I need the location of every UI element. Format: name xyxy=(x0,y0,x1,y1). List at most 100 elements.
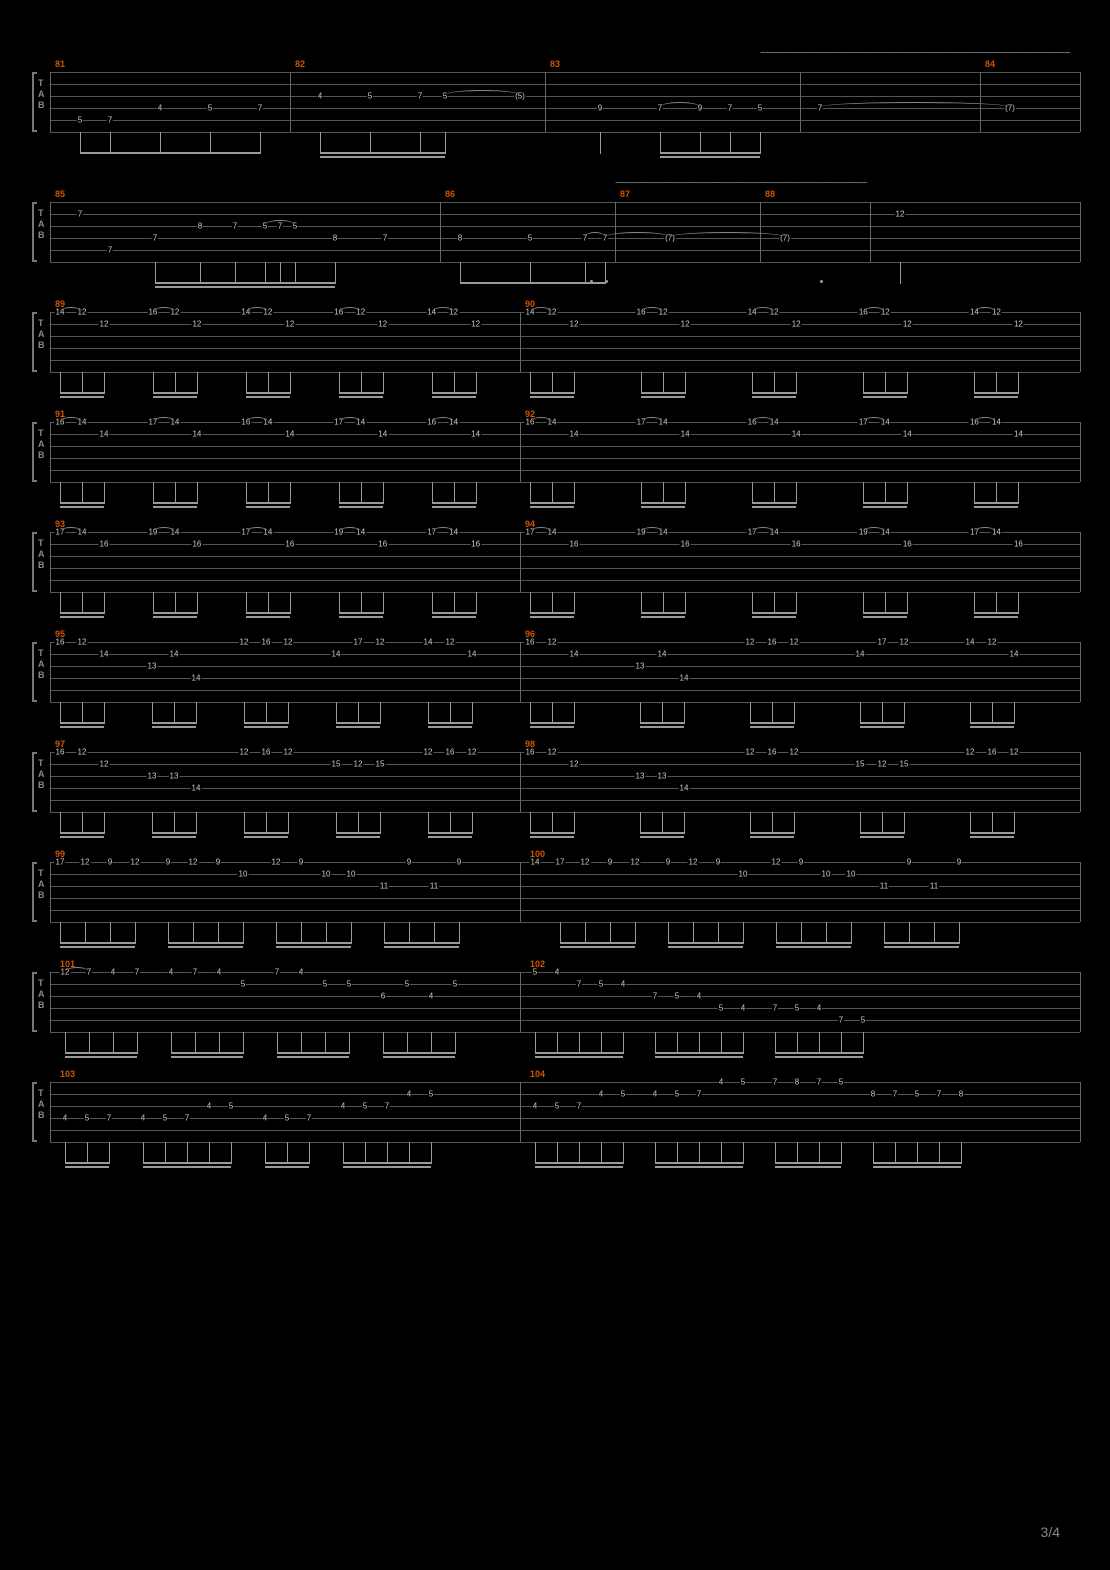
staff-line xyxy=(50,312,1080,313)
fret-number: 14 xyxy=(470,430,481,439)
fret-number: 9 xyxy=(956,858,962,867)
fret-number: 16 xyxy=(987,748,998,757)
note-stem xyxy=(266,812,267,834)
staff-line xyxy=(50,788,1080,789)
fret-number: 9 xyxy=(456,858,462,867)
beam xyxy=(277,1052,349,1054)
bar-line xyxy=(50,972,51,1032)
pull-off xyxy=(530,307,552,312)
beam xyxy=(530,832,574,834)
note-stem xyxy=(934,922,935,944)
fret-number: 14 xyxy=(1009,650,1020,659)
fret-number: 4 xyxy=(262,1114,268,1123)
note-stem xyxy=(336,702,337,724)
staff-line xyxy=(50,262,1080,263)
staff-line xyxy=(50,1082,1080,1083)
note-stem xyxy=(268,482,269,504)
fret-number: 5 xyxy=(207,104,213,113)
staff-line xyxy=(50,996,1080,997)
note-stem xyxy=(197,372,198,394)
note-stem xyxy=(996,372,997,394)
fret-number: 12 xyxy=(789,748,800,757)
staff-line xyxy=(50,690,1080,691)
note-stem xyxy=(460,262,461,284)
fret-number: 5 xyxy=(162,1114,168,1123)
beam xyxy=(655,1056,743,1058)
beam xyxy=(752,616,796,618)
note-stem xyxy=(700,132,701,154)
note-stem xyxy=(574,812,575,834)
fret-number: 9 xyxy=(107,858,113,867)
measure-number: 85 xyxy=(55,189,65,199)
note-stem xyxy=(684,702,685,724)
note-stem xyxy=(196,702,197,724)
fret-number: 16 xyxy=(791,540,802,549)
fret-number: 4 xyxy=(428,992,434,1001)
staff-system: TAB9798161212131314121612151215121612161… xyxy=(40,752,1080,812)
fret-number: 14 xyxy=(530,858,541,867)
staff-bracket xyxy=(32,752,37,812)
page-number: 3/4 xyxy=(1041,1524,1060,1540)
beam xyxy=(460,282,605,284)
beam xyxy=(320,156,445,158)
note-stem xyxy=(168,922,169,944)
fret-number: 11 xyxy=(429,882,439,891)
fret-number: 12 xyxy=(987,638,998,647)
note-stem xyxy=(266,702,267,724)
note-stem xyxy=(160,132,161,154)
staff-bracket xyxy=(32,312,37,372)
tab-clef: TAB xyxy=(38,648,45,681)
bar-line xyxy=(1080,202,1081,262)
bar-line xyxy=(1080,72,1081,132)
fret-number: 16 xyxy=(767,748,778,757)
bar-line xyxy=(50,312,51,372)
pull-off xyxy=(432,417,454,422)
note-stem xyxy=(1014,812,1015,834)
fret-number: 14 xyxy=(191,674,202,683)
note-stem xyxy=(383,372,384,394)
note-stem xyxy=(699,1032,700,1054)
staff-line xyxy=(50,96,1080,97)
beam xyxy=(339,502,383,504)
note-stem xyxy=(243,922,244,944)
beam xyxy=(776,942,851,944)
fret-number: 4 xyxy=(140,1114,146,1123)
beam xyxy=(752,506,796,508)
fret-number: 10 xyxy=(846,870,857,879)
beam xyxy=(153,506,197,508)
pull-off xyxy=(974,527,996,532)
note-stem xyxy=(907,482,908,504)
beam xyxy=(884,942,959,944)
fret-number: 12 xyxy=(789,638,800,647)
beam xyxy=(143,1162,231,1164)
fret-number: 14 xyxy=(1013,430,1024,439)
staff-line xyxy=(50,72,1080,73)
note-stem xyxy=(309,1142,310,1164)
note-stem xyxy=(907,372,908,394)
fret-number: 8 xyxy=(332,234,338,243)
note-stem xyxy=(974,592,975,614)
note-stem xyxy=(153,372,154,394)
note-stem xyxy=(1018,372,1019,394)
beam xyxy=(641,616,685,618)
fret-number: 5 xyxy=(598,980,604,989)
bar-line xyxy=(520,752,521,812)
note-stem xyxy=(775,1032,776,1054)
bar-line xyxy=(520,422,521,482)
fret-number: 17 xyxy=(555,858,566,867)
beam xyxy=(152,836,196,838)
note-stem xyxy=(326,922,327,944)
fret-number: 4 xyxy=(532,1102,538,1111)
note-stem xyxy=(750,702,751,724)
note-stem xyxy=(104,702,105,724)
beam xyxy=(60,616,104,618)
fret-number: 12 xyxy=(771,858,782,867)
note-stem xyxy=(104,592,105,614)
fret-number: 4 xyxy=(620,980,626,989)
staff-line xyxy=(50,1032,1080,1033)
fret-number: 17 xyxy=(877,638,888,647)
beam xyxy=(244,722,288,724)
note-stem xyxy=(244,702,245,724)
staff-line xyxy=(50,238,1080,239)
fret-number: 16 xyxy=(261,638,272,647)
